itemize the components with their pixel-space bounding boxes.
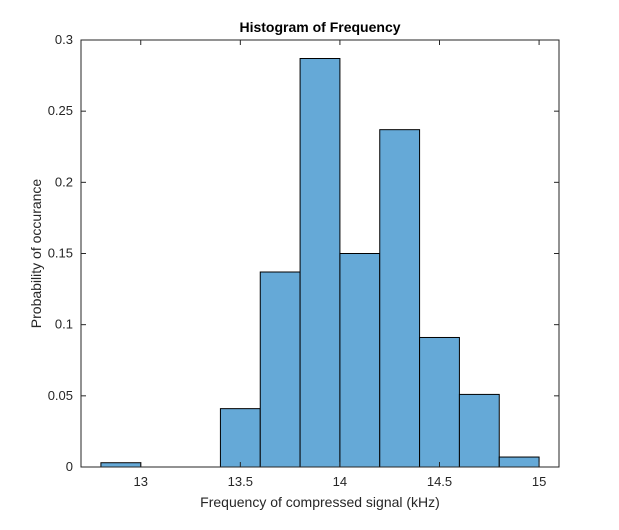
histogram-bars (100, 58, 540, 468)
histogram-bar (219, 408, 261, 468)
histogram-bar (458, 393, 500, 468)
y-tick-label: 0.3 (55, 32, 73, 47)
x-tick-label: 14.5 (427, 474, 452, 489)
x-axis-label: Frequency of compressed signal (kHz) (200, 494, 440, 510)
x-tick-label: 13 (134, 474, 148, 489)
y-tick-label: 0.2 (55, 174, 73, 189)
histogram-bar (259, 271, 301, 468)
y-tick-label: 0.25 (48, 103, 73, 118)
y-tick-label: 0.1 (55, 317, 73, 332)
y-axis-ticks: 0 0.05 0.1 0.15 0.2 0.25 0.3 (48, 32, 559, 474)
histogram-bar (339, 253, 381, 468)
chart-title: Histogram of Frequency (239, 19, 400, 35)
y-tick-label: 0 (66, 459, 73, 474)
histogram-bar (100, 462, 142, 468)
histogram-bar (299, 58, 341, 468)
histogram-bar (498, 456, 540, 468)
x-axis-ticks: 13 13.5 14 14.5 15 (134, 40, 546, 489)
y-axis-label: Probability of occurance (28, 179, 44, 329)
y-tick-label: 0.05 (48, 388, 73, 403)
x-tick-label: 14 (333, 474, 347, 489)
y-tick-label: 0.15 (48, 246, 73, 261)
x-tick-label: 13.5 (228, 474, 253, 489)
x-tick-label: 15 (532, 474, 546, 489)
histogram-bar (379, 129, 421, 468)
histogram-bar (419, 336, 460, 468)
